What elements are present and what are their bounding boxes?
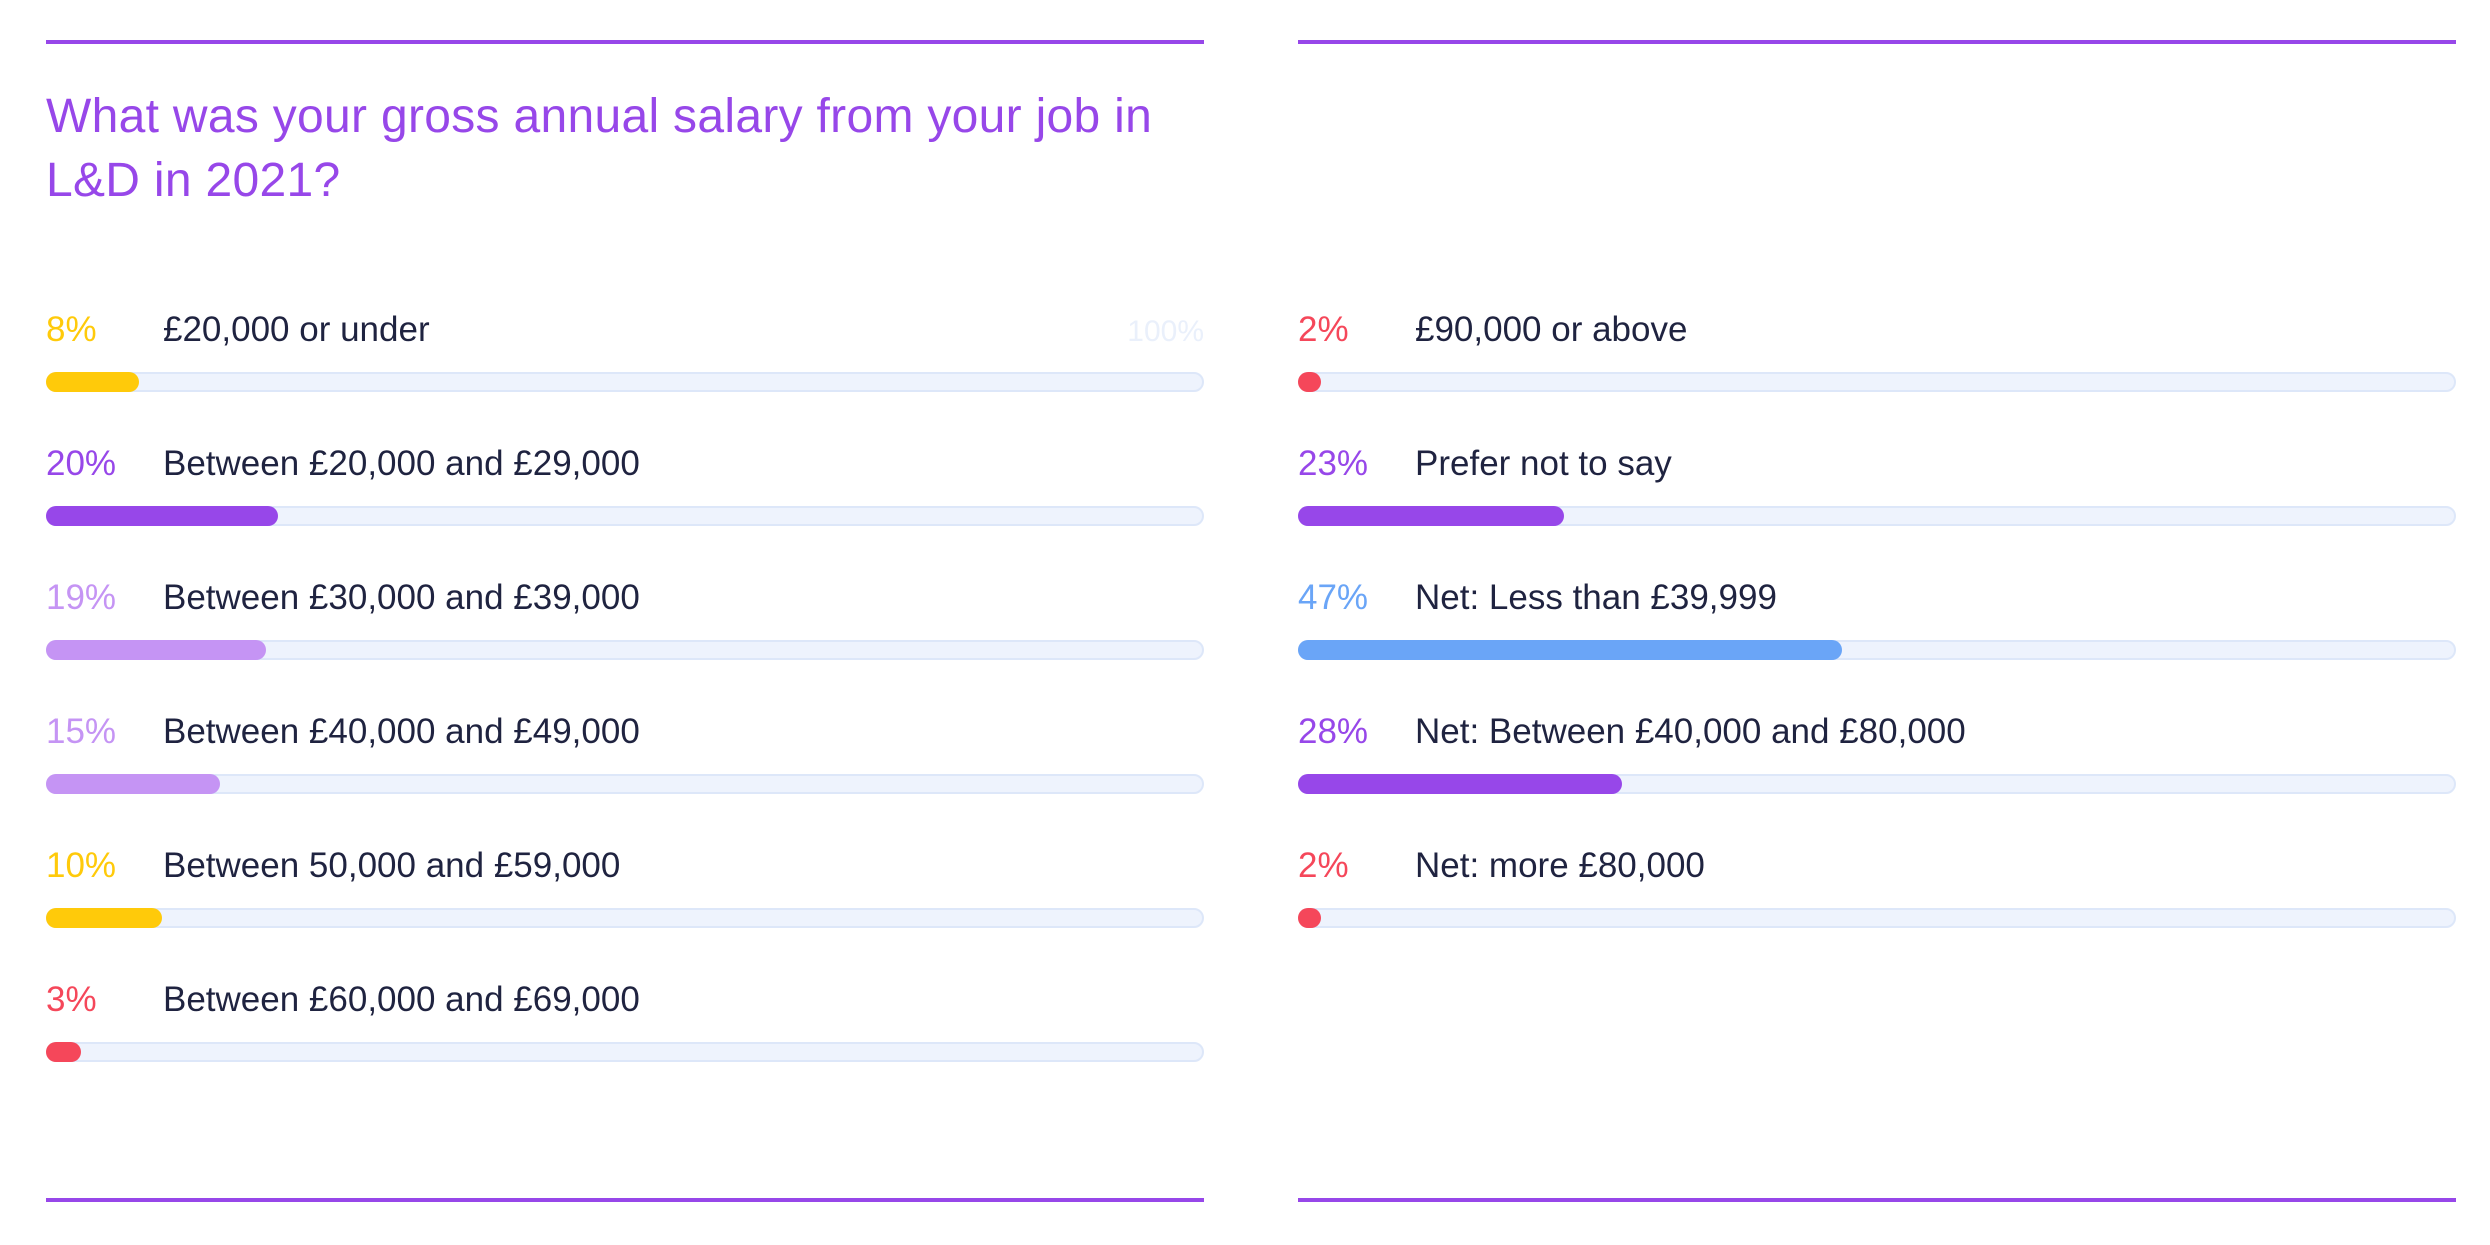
top-divider [1298,40,2456,44]
category-label: £20,000 or under [163,310,430,349]
category-label: Between £40,000 and £49,000 [163,712,640,751]
value-label: 19% [46,578,117,617]
category-label: Between 50,000 and £59,000 [163,846,621,885]
bar [1298,372,1322,392]
category-label: Between £20,000 and £29,000 [163,444,640,483]
axis-max-label: 100% [1127,315,1204,348]
bar-row: 15% Between £40,000 and £49,000 [46,712,1204,812]
bar [46,506,278,526]
bar [46,1042,81,1062]
salary-chart-right: 2% £90,000 or above 23% Prefer not to say 47… [1298,0,2456,1245]
bar-row: 19% Between £30,000 and £39,000 [46,578,1204,678]
bar-track [1298,908,2456,928]
bar [46,640,267,660]
bar-track [1298,372,2456,392]
value-label: 23% [1298,444,1369,483]
bar-track [46,1042,1204,1062]
bar [1298,506,1565,526]
value-label: 8% [46,310,97,349]
bar [1298,774,1623,794]
bar-track [46,908,1204,928]
chart-title: What was your gross annual salary from y… [46,90,1153,207]
value-label: 3% [46,980,97,1019]
bar [46,908,162,928]
value-label: 20% [46,444,117,483]
top-divider [46,40,1204,44]
bar-row: 28% Net: Between £40,000 and £80,000 [1298,712,2456,812]
bar-row: 3% Between £60,000 and £69,000 [46,980,1204,1080]
bar-row: 10% Between 50,000 and £59,000 [46,846,1204,946]
bar [1298,908,1322,928]
value-label: 47% [1298,578,1369,617]
category-label: £90,000 or above [1415,310,1688,349]
bar-row: 23% Prefer not to say [1298,444,2456,544]
bar-row: 47% Net: Less than £39,999 [1298,578,2456,678]
bottom-divider [46,1198,1204,1202]
value-label: 2% [1298,846,1349,885]
category-label: Between £60,000 and £69,000 [163,980,640,1019]
bar [46,774,220,794]
bar-row: 8% £20,000 or under [46,310,1204,410]
category-label: Net: more £80,000 [1415,846,1705,885]
bar-row: 2% £90,000 or above [1298,310,2456,410]
value-label: 10% [46,846,117,885]
value-label: 2% [1298,310,1349,349]
value-label: 28% [1298,712,1369,751]
category-label: Net: Between £40,000 and £80,000 [1415,712,1966,751]
salary-chart-left: What was your gross annual salary from y… [46,0,1204,1245]
bar [46,372,139,392]
category-label: Net: Less than £39,999 [1415,578,1777,617]
bar [1298,640,1843,660]
category-label: Between £30,000 and £39,000 [163,578,640,617]
bar-row: 20% Between £20,000 and £29,000 [46,444,1204,544]
value-label: 15% [46,712,117,751]
bar-track [46,774,1204,794]
category-label: Prefer not to say [1415,444,1672,483]
bottom-divider [1298,1198,2456,1202]
bar-track [46,372,1204,392]
bar-row: 2% Net: more £80,000 [1298,846,2456,946]
